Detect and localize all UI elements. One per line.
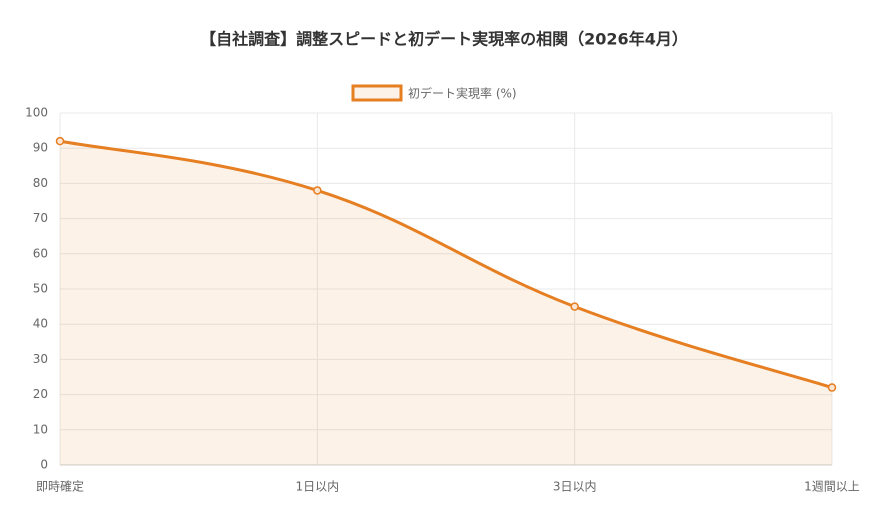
point — [55, 136, 65, 146]
y-tick-label: 20 — [33, 387, 48, 401]
legend-swatch — [351, 84, 403, 102]
y-tick-label: 0 — [40, 458, 48, 472]
x-tick-label: 1日以内 — [296, 480, 340, 494]
y-tick-label: 40 — [33, 317, 48, 331]
y-tick-label: 10 — [33, 422, 48, 436]
legend-label: 初デート実現率 (%) — [408, 86, 517, 101]
x-tick-label: 1週間以上 — [804, 480, 860, 494]
point — [313, 186, 322, 195]
y-tick-label: 60 — [33, 246, 48, 260]
y-tick-label: 30 — [33, 352, 48, 366]
y-tick-label: 100 — [25, 106, 48, 120]
y-tick-label: 70 — [33, 211, 48, 225]
y-tick-label: 50 — [33, 282, 48, 296]
y-tick-label: 80 — [33, 176, 48, 190]
line — [59, 139, 833, 389]
point — [827, 383, 837, 392]
x-tick-label: 3日以内 — [553, 480, 597, 494]
y-tick-label: 90 — [33, 141, 48, 155]
area — [60, 141, 832, 465]
point — [570, 302, 579, 311]
x-tick-label: 即時確定 — [36, 479, 84, 494]
chart-title: 【自社調査】調整スピードと初デート実現率の相関（2026年4月） — [200, 30, 688, 49]
